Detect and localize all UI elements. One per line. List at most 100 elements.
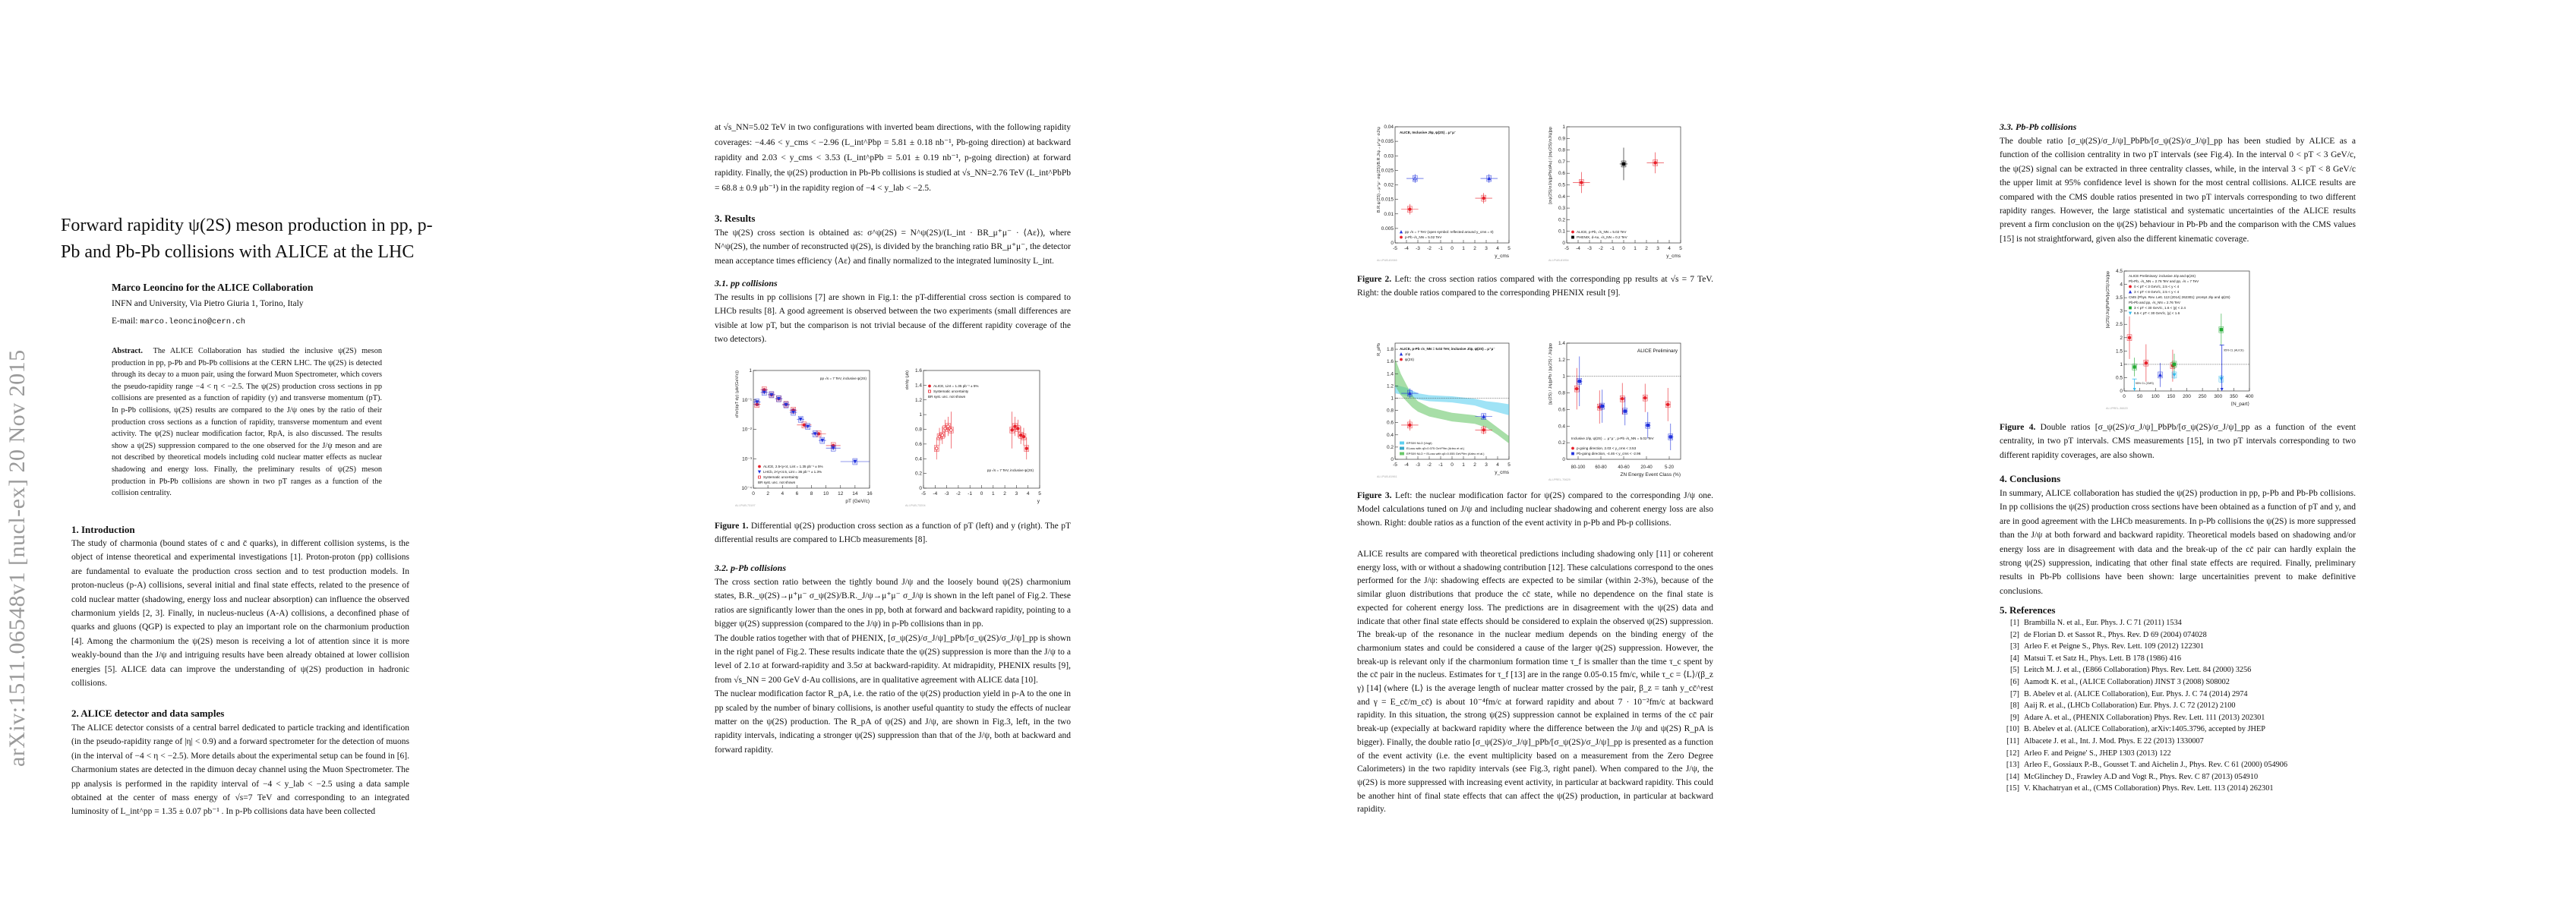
reference-number: [11] [2006,736,2019,746]
author: Marco Leoncino for the ALICE Collaborati… [112,282,314,293]
data-point [1653,161,1657,165]
figure-2-left-cross-section-ratio: -5 -4 -3 -2 -1 0 1 2 3 4 5 0 0.005 0.01 0.015 0.02 0.025… [1376,125,1511,262]
reference-text: Arleo F., Gossiaux P.-B., Gousset T. and… [2024,761,2288,770]
ppb-paragraph-1: The cross section ratio between the tigh… [715,578,1071,629]
reference-number: [8] [2009,701,2019,711]
figure-4-label: Figure 4. [2000,423,2036,432]
x-tick-label: 6 [796,491,799,496]
data-series [1577,356,1674,450]
reference-number: [5] [2009,666,2019,675]
figure-1-left-pt-cross-section: 0 2 4 6 8 10 12 14 16 10⁻⁴ 10⁻³ 10⁻² 10⁻¹ 1 pT (GeV/c)… [735,368,873,507]
x-tick-label: -3 [1416,462,1420,468]
data-point [1407,391,1412,396]
x-tick-label: 2 [766,491,769,496]
legend-entry: ALICE, 2.5<y<4, Lint = 1.35 pb⁻¹ ± 5% [763,465,823,468]
x-tick-label: -4 [1404,462,1409,468]
data-point [1621,162,1626,166]
section-heading-introduction: 1. Introduction [71,524,135,535]
reference-item: [11] Albacete J. et al., Int. J. Mod. Phy… [2000,736,2357,748]
data-point [2128,311,2132,315]
y-axis-label: [ψ(2S) / J/ψ]pPb / [ψ(2S) / J/ψ]pp [1548,343,1553,405]
x-tick-label: 3 [1485,462,1488,468]
y-tick-label: 0 [1562,457,1565,462]
data-point [1016,427,1020,430]
section-heading-results: 3. Results [715,213,756,224]
x-tick-label: 12 [838,491,844,496]
plot-annotation: 95% CL (CMS) [2136,382,2154,385]
y-tick-label: 1.2 [1558,358,1565,363]
x-tick-label: 3 [1485,246,1488,251]
reference-item: [13] Arleo F., Gossiaux P.-B., Gousset T.… [2000,759,2357,771]
y-tick-label: 1 [2120,362,2123,367]
legend-box-marker [928,389,931,393]
reference-text: Adare A. et al., (PHENIX Collaboration) … [2024,713,2265,722]
legend-entry: ALICE Preliminary: inclusive J/ψ and ψ(2… [2129,274,2196,278]
figure-watermark: ALI-PUB-73197 [735,504,756,507]
y-tick-label: 1 [1562,374,1565,380]
x-tick-label: 4 [1496,462,1499,468]
legend-entry: LHCb, 2<y<4.5, Lint = 36 pb⁻¹ ± 1.3% [763,470,822,474]
x-tick-label: -5 [1393,462,1397,468]
figure-3-left-rppb: -5 -4 -3 -2 -1 0 1 2 3 4 5 0 0.2 0.4 0.6 0.8 1 1.2 1.4 1.6 1… [1377,342,1511,478]
y-tick-label: 3.5 [2116,295,2123,301]
x-tick-label: -5 [1393,246,1397,251]
data-point [2144,361,2148,365]
data-point [1668,435,1672,439]
y-tick-label: 0.5 [2116,375,2123,380]
y-tick-label: 0.3 [1558,206,1565,211]
data-point [2129,285,2132,288]
pbpb-text: The double ratio [σ_ψ(2S)/σ_J/ψ]_PbPb/[σ… [2000,137,2356,244]
legend-band-swatch [1400,441,1404,445]
figure-2-caption-text: Left: the cross section ratios compared … [1357,275,1713,298]
data-point [791,410,796,415]
y-tick-label: 1.6 [1387,359,1394,364]
y-tick-label: 0.04 [1384,125,1394,130]
subsection-heading-pp: 3.1. pp collisions [715,278,778,288]
data-series [1401,193,1492,215]
x-tick-label: -1 [1438,246,1443,251]
email-address[interactable]: marco.leoncino@cern.ch [140,317,245,326]
legend-entry: ALICE, Lint = 1.35 pb⁻¹ ± 5% [933,384,978,388]
x-tick-label: 50 [2137,394,2143,399]
y-tick-label: 1 [919,412,922,418]
reference-list: [1] Brambilla N. et al., Eur. Phys. J. C … [2000,617,2357,795]
x-tick-label: 2 [1003,491,1006,496]
y-tick-label: 1.2 [915,398,922,403]
x-tick-label: 0 [1622,246,1625,251]
conclusions-text: In summary, ALICE collaboration has stud… [2000,489,2356,596]
figure-2-caption: Figure 2. Left: the cross section ratios… [1357,273,1713,301]
legend-entry: 3 < pT < 30 GeV/c, 1.6 < |y| < 2.4 [2134,306,2186,310]
data-point [1580,181,1583,184]
data-point [2172,373,2177,377]
x-tick-label: -4 [933,491,937,496]
x-tick-label: -1 [1438,462,1443,468]
y-axis-label: dσ/dy (μb) [905,370,910,389]
data-point [1487,176,1492,181]
plot-annotation: ALICE, Inclusive J/ψ, ψ(2S)→μ⁺μ⁻ [1400,131,1457,134]
data-point [1408,423,1412,427]
data-point [2128,290,2132,294]
legend-entry: Systematic uncertainty [933,389,969,393]
data-point [755,400,759,405]
figure-2-label: Figure 2. [1357,275,1392,284]
x-tick-label: 20-40 [1640,465,1653,470]
legend-entry: EPS09 NLO + ELoss with q0=0.055 GeV²/fm … [1406,452,1485,456]
reference-text: Leitch M. J. et al., (E866 Collaboration… [2024,666,2252,675]
y-tick-label: 0.4 [1558,424,1565,429]
affiliation: INFN and University, Via Pietro Giuria 1… [112,299,304,308]
data-point [2219,328,2224,332]
reference-item: [10] B. Abelev et al. (ALICE Collaboratio… [2000,723,2357,736]
x-tick-label: 0 [980,491,983,496]
data-series [1406,174,1424,183]
x-tick-label: -2 [1427,462,1432,468]
y-tick-label: 0.2 [1558,217,1565,222]
data-point [949,428,953,432]
y-tick-label: 0.6 [1558,171,1565,176]
data-point [831,446,835,450]
plot-frame [1566,342,1681,460]
data-point [1665,402,1670,407]
y-tick-label: 1.4 [1558,341,1565,346]
reference-text: Arleo F. et Peigne S., Phys. Rev. Lett. … [2024,642,2205,651]
reference-text: Albacete J. et al., Int. J. Mod. Phys. E… [2024,736,2204,746]
data-series [1480,174,1498,183]
